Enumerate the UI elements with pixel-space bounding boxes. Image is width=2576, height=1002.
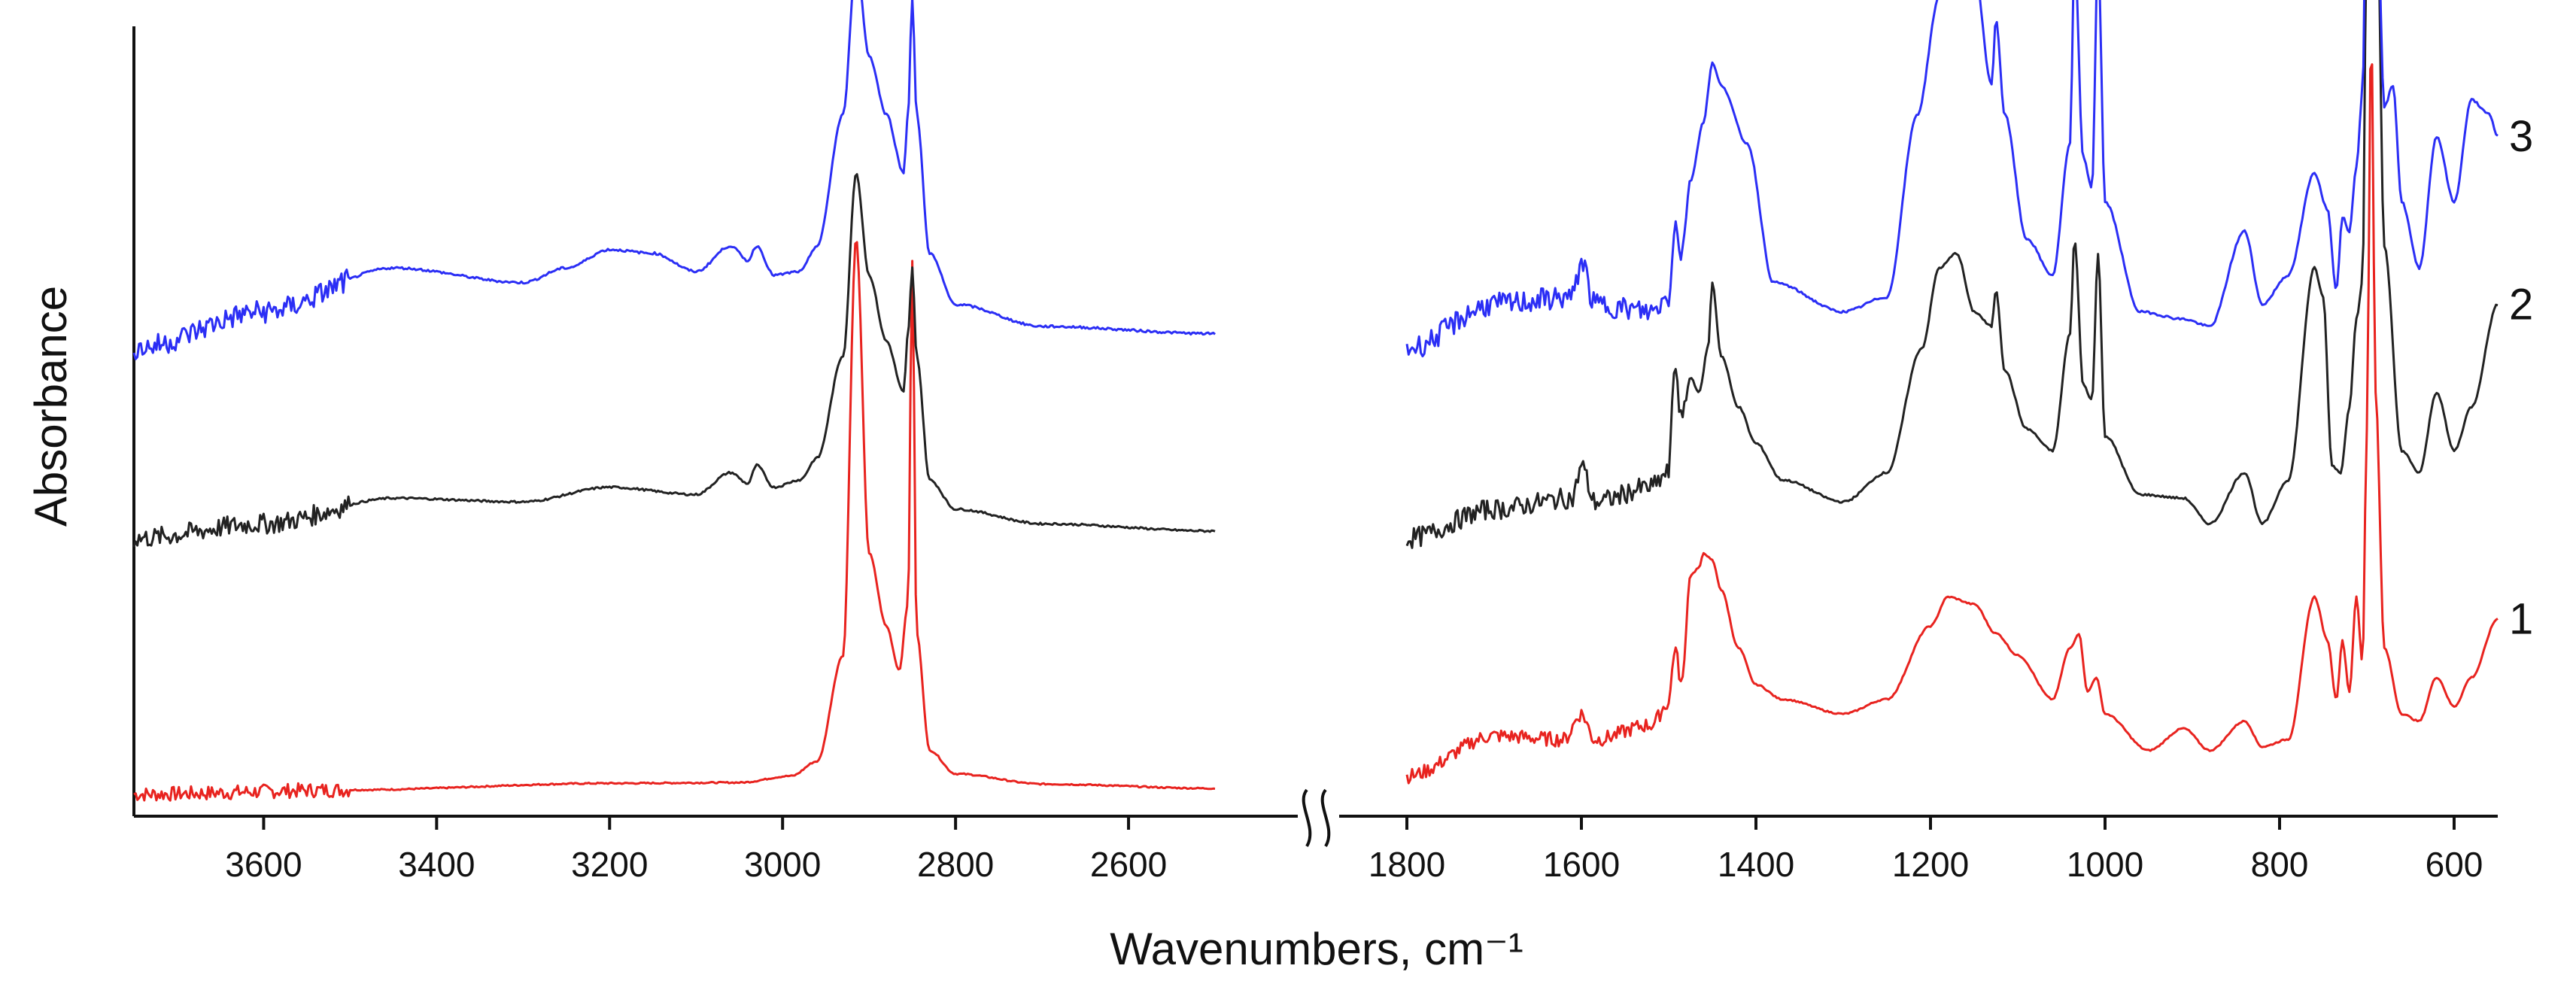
x-ticks: 3600 3400 3200 3000 2800 2600 1800 1600 1400 1200… <box>225 816 2483 884</box>
x-tick-label: 1000 <box>2067 845 2143 884</box>
x-tick-label: 2800 <box>917 845 994 884</box>
x-tick-label: 800 <box>2251 845 2309 884</box>
x-tick-label: 1400 <box>1718 845 1794 884</box>
x-tick-label: 3400 <box>398 845 475 884</box>
series-line-3-left <box>132 0 1216 360</box>
axis-break-mark <box>1302 788 1331 848</box>
x-tick-label: 3200 <box>571 845 648 884</box>
series-line-1-right <box>1405 63 2499 785</box>
series-label-2: 2 <box>2509 281 2533 329</box>
x-tick-label: 1600 <box>1543 845 1620 884</box>
series-layer: 1 2 3 <box>132 0 2533 802</box>
x-tick-label: 1800 <box>1368 845 1445 884</box>
x-tick-label: 3600 <box>225 845 302 884</box>
x-axis-title: Wavenumbers, cm⁻¹ <box>1110 924 1523 974</box>
y-axis-title: Absorbance <box>26 286 76 527</box>
series-label-3: 3 <box>2509 112 2533 161</box>
x-tick-label: 1200 <box>1892 845 1969 884</box>
x-tick-label: 600 <box>2426 845 2483 884</box>
series-line-3-right <box>1405 0 2499 358</box>
x-tick-label: 2600 <box>1090 845 1167 884</box>
series-line-2-left <box>132 173 1216 548</box>
series-line-1-left <box>133 241 1216 802</box>
series-label-1: 1 <box>2509 595 2533 644</box>
axes <box>132 26 2498 848</box>
series-line-2-right <box>1405 0 2499 549</box>
x-tick-label: 3000 <box>744 845 821 884</box>
